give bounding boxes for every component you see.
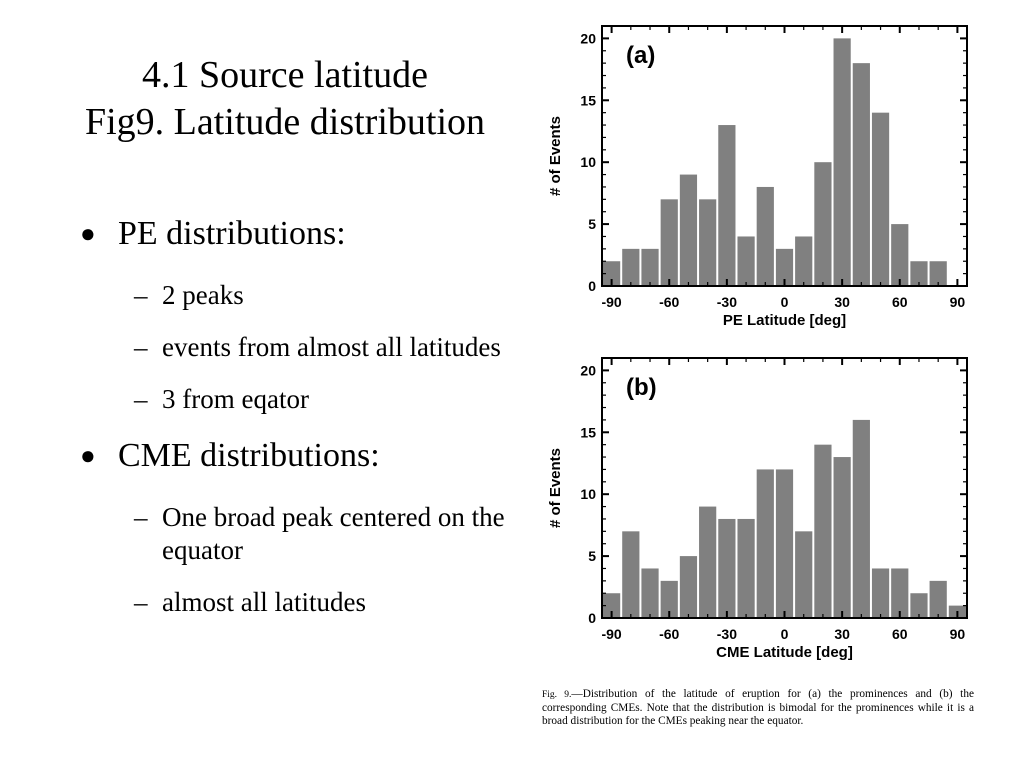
sub-bullet-text: 2 peaks [162,280,244,310]
y-tick-label: 5 [588,216,596,232]
sub-bullet: – One broad peak centered on the equator [80,501,540,567]
figure-caption-label: Fig. 9. [542,690,572,700]
sub-bullet: – almost all latitudes [80,586,540,619]
histogram-bar [641,568,659,618]
histogram-bar [852,63,870,287]
figure-caption: Fig. 9.—Distribution of the latitude of … [542,688,974,728]
dash-icon: – [134,332,148,362]
x-tick-label: 60 [892,294,908,310]
x-tick-label: 60 [892,626,908,642]
x-tick-label: -30 [717,626,737,642]
bullet-dot-icon: ● [80,441,96,470]
dash-icon: – [134,502,148,532]
bullet-pe: ● PE distributions: [80,214,540,254]
x-tick-label: -90 [601,626,621,642]
bullet-list: ● PE distributions: – 2 peaks – events f… [80,214,540,619]
histogram-bar [699,199,717,286]
sub-bullet-text: 3 from eqator [162,384,309,414]
x-tick-label: -60 [659,626,679,642]
bullet-pe-label: PE distributions: [118,215,346,252]
histogram-bar [622,248,640,286]
histogram-bar [603,593,621,618]
histogram-bar [795,531,813,618]
x-tick-label: 30 [834,294,850,310]
x-tick-label: 0 [781,626,789,642]
histogram-bar [641,248,659,286]
panel-label: (a) [626,42,655,69]
x-axis-label: CME Latitude [deg] [716,644,853,661]
sub-bullet-text: One broad peak centered on the equator [162,502,505,565]
histogram-bar [679,556,698,618]
histogram-bar [737,518,755,618]
histogram-bar [871,112,890,287]
histogram-bar [718,125,736,286]
bullet-dot-icon: ● [80,219,96,248]
dash-icon: – [134,384,148,414]
histogram-bar [603,261,621,286]
histogram-bar [775,248,794,286]
histogram-cme-latitude: 0 5 10 15 20 -90 -60 -30 0 30 60 90 CME Latitude [de… [547,357,968,661]
histogram-bar [756,186,774,286]
figure-caption-text: —Distribution of the latitude of eruptio… [542,688,974,727]
x-tick-label: -90 [601,294,621,310]
histogram-bar [852,419,870,618]
histogram-bar [871,568,890,618]
y-tick-label: 15 [580,92,596,108]
histogram-bar [622,531,640,618]
slide-title: 4.1 Source latitude Fig9. Latitude distr… [20,52,550,146]
x-tick-label: -60 [659,294,679,310]
sub-bullet-text: almost all latitudes [162,587,366,617]
histogram-bar [814,162,832,286]
plot-frame [601,25,968,287]
sub-bullet: – 3 from eqator [80,383,540,416]
histogram-pe-latitude: 0 5 10 15 20 -90 -60 -30 0 30 60 90 PE Latitude [deg… [547,25,968,329]
panel-label: (b) [626,374,657,401]
y-axis-label: # of Events [547,116,564,196]
dash-icon: – [134,280,148,310]
y-tick-label: 10 [580,486,596,502]
histogram-bar [699,506,717,618]
sub-bullet: – 2 peaks [80,279,540,312]
y-tick-label: 5 [588,548,596,564]
histogram-bar [679,174,698,286]
y-tick-label: 20 [580,362,596,378]
y-tick-label: 0 [588,610,596,626]
y-axis-label: # of Events [547,448,564,528]
histogram-bar [891,224,909,286]
slide-title-line2: Fig9. Latitude distribution [84,101,486,143]
histogram-bar [775,469,794,618]
bullet-cme: ● CME distributions: [80,436,540,476]
x-tick-label: 90 [950,626,966,642]
y-tick-label: 20 [580,30,596,46]
histogram-bar [910,593,928,618]
y-tick-label: 10 [580,154,596,170]
histogram-bar [660,199,678,286]
bullet-cme-label: CME distributions: [118,437,380,474]
histogram-bar [891,568,909,618]
histogram-bar [660,580,678,618]
histogram-bar [718,518,736,618]
histogram-bar [795,236,813,286]
histogram-bar [910,261,928,286]
slide-title-line1: 4.1 Source latitude [142,54,428,96]
sub-bullet: – events from almost all latitudes [80,331,540,364]
histogram-bar [929,580,947,618]
histogram-bar [833,457,851,618]
dash-icon: – [134,587,148,617]
x-tick-label: 90 [950,294,966,310]
x-tick-label: 30 [834,626,850,642]
x-axis-label: PE Latitude [deg] [723,312,846,329]
x-tick-label: -30 [717,294,737,310]
y-tick-label: 0 [588,278,596,294]
y-tick-label: 15 [580,424,596,440]
histogram-bar [737,236,755,286]
histogram-bar [756,469,774,618]
histogram-bar [814,444,832,618]
sub-bullet-text: events from almost all latitudes [162,332,501,362]
histogram-bar [929,261,947,286]
x-tick-label: 0 [781,294,789,310]
histogram-bar [833,38,851,286]
